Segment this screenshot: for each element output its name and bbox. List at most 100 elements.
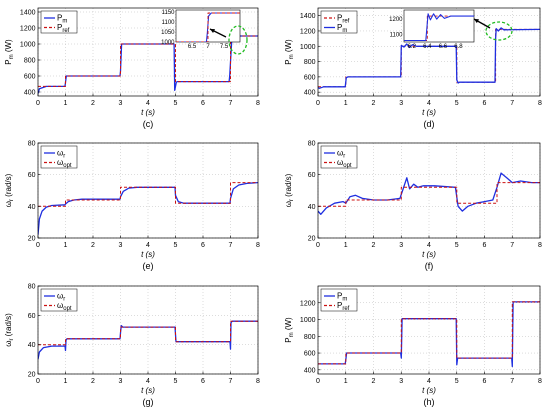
series-line-reference [38,320,258,346]
y-tick-label: 800 [24,58,36,65]
x-tick-label: 1 [344,100,348,107]
y-tick-label: 80 [28,141,36,148]
zoom-inset: 6.2 6.4 6.6 6.8 1100 1200 [389,9,513,50]
x-axis-label: t (s) [422,108,436,117]
x-tick-label: 1 [64,242,68,249]
x-tick-label: 0 [36,242,40,249]
legend-entry: Pref [337,301,350,312]
x-tick-label: 1 [344,378,348,385]
legend-entry: ωopt [337,158,352,169]
inset-series-group [176,12,240,42]
x-tick-label: 7 [510,378,514,385]
inset-y-tick-label: 1050 [161,30,175,36]
inset-x-tick-label: 6.4 [423,44,432,50]
series-group [318,27,540,89]
legend-entry: ωr [337,149,345,160]
inset-y-tick-label: 1000 [161,40,175,46]
x-tick-label: 4 [146,242,150,249]
x-tick-label: 2 [372,100,376,107]
y-axis-label: Pm (W) [284,317,295,343]
series-line-reference [38,35,258,87]
x-tick-label: 6 [483,242,487,249]
y-tick-label: 40 [308,204,316,211]
legend-entry: Pm [337,292,347,303]
panel-label: (c) [143,119,154,129]
x-tick-label: 5 [174,100,178,107]
x-tick-label: 7 [510,100,514,107]
x-tick-label: 7 [229,378,233,385]
y-tick-label: 80 [28,284,36,291]
x-tick-label: 5 [174,242,178,249]
inset-y-tick-label: 1150 [162,10,176,16]
series-line-reference [318,182,540,207]
legend-entry: Pm [57,14,67,25]
y-tick-label: 60 [28,313,36,320]
y-tick-label: 40 [28,342,36,349]
x-tick-label: 8 [538,100,542,107]
x-tick-label: 8 [538,242,542,249]
series-line-reference [318,301,540,365]
x-tick-label: 1 [64,100,68,107]
x-tick-label: 5 [174,378,178,385]
y-tick-label: 1000 [300,44,316,51]
x-tick-label: 6 [483,378,487,385]
series-line-measured [318,172,540,215]
panel-label: (h) [424,397,435,407]
y-tick-label: 60 [308,172,316,179]
series-line-reference [38,182,258,207]
series-group [318,172,540,215]
y-tick-label: 600 [24,74,36,81]
y-tick-label: 1000 [20,42,36,49]
legend-entry: Pm [337,23,347,34]
y-tick-label: 1000 [300,317,316,324]
inset-y-tick-label: 1100 [390,32,404,38]
series-line-measured [38,181,258,235]
series-line-measured [318,27,540,89]
x-tick-label: 2 [91,378,95,385]
y-axis-label: ωr (rad/s) [4,313,15,347]
x-tick-label: 3 [119,242,123,249]
x-tick-label: 6 [201,242,205,249]
x-tick-label: 6 [201,378,205,385]
x-tick-label: 2 [372,242,376,249]
x-tick-label: 3 [119,100,123,107]
inset-series-line [176,12,240,42]
arrow-head-icon [474,19,479,24]
x-tick-label: 7 [229,100,233,107]
y-tick-label: 1200 [300,28,316,35]
y-tick-label: 20 [28,236,36,243]
y-axis-label: Pm (W) [4,39,15,65]
legend-entry: ωr [57,149,65,160]
y-tick-label: 1200 [300,300,316,307]
x-tick-label: 0 [316,242,320,249]
inset-x-tick-label: 6.5 [188,44,197,50]
x-tick-label: 2 [91,100,95,107]
series-group [318,301,540,368]
inset-series-line [404,13,474,42]
y-axis-label: Pm (W) [284,39,295,65]
x-tick-label: 0 [316,100,320,107]
y-tick-label: 1200 [20,26,36,33]
x-tick-label: 5 [455,242,459,249]
arrow-head-icon [210,29,215,33]
x-tick-label: 7 [229,242,233,249]
y-tick-label: 80 [308,141,316,148]
x-tick-label: 3 [399,242,403,249]
legend-entry: ωopt [57,158,72,169]
highlight-ellipse [228,25,248,55]
panel-label: (g) [143,397,154,407]
panel-e: 0 1 2 3 4 5 6 7 8 20 40 60 80 t (s) ωr (rad/s) (e) ωrωop… [4,141,260,272]
y-tick-label: 600 [304,351,316,358]
series-group [38,320,258,360]
series-group [38,35,258,94]
panel-label: (d) [424,119,435,129]
inset-x-tick-label: 6.6 [439,44,448,50]
x-tick-label: 6 [201,100,205,107]
x-axis-label: t (s) [422,250,436,259]
x-tick-label: 4 [146,378,150,385]
panel-c: 0 1 2 3 4 5 6 7 8 400 600 800 1000 1200 1400 t (s) Pm (W… [4,7,260,129]
x-tick-label: 1 [344,242,348,249]
x-tick-label: 0 [316,378,320,385]
